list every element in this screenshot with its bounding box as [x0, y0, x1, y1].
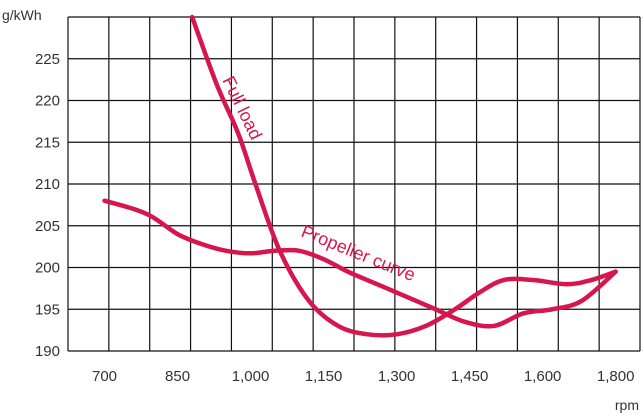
x-tick-label: 700: [92, 368, 117, 385]
series-line-propeller-curve: [102, 198, 618, 329]
x-tick-labels: 700 850 1,000 1,150 1,300 1,450 1,600 1,800: [92, 368, 634, 385]
y-tick-label: 195: [35, 301, 60, 318]
y-tick-label: 225: [35, 51, 60, 68]
x-tick-label: 1,150: [305, 368, 343, 385]
y-tick-label: 210: [35, 176, 60, 193]
y-tick-label: 205: [35, 218, 60, 235]
x-tick-label: 1,450: [451, 368, 489, 385]
x-tick-label: 1,800: [597, 368, 635, 385]
y-tick-label: 220: [35, 93, 60, 110]
x-tick-label: 1,300: [378, 368, 416, 385]
series-line-full-load: [189, 14, 618, 338]
x-tick-label: 1,600: [524, 368, 562, 385]
y-tick-label: 215: [35, 134, 60, 151]
x-tick-label: 1,000: [232, 368, 270, 385]
series-group: [102, 14, 618, 338]
y-tick-label: 200: [35, 260, 60, 277]
x-tick-label: 850: [165, 368, 190, 385]
y-tick-labels: 190 195 200 205 210 215 220 225: [35, 51, 60, 360]
y-axis-unit-label: g/kWh: [2, 7, 42, 23]
x-axis-unit-label: rpm: [615, 397, 639, 413]
y-tick-label: 190: [35, 343, 60, 360]
grid: [67, 16, 641, 352]
